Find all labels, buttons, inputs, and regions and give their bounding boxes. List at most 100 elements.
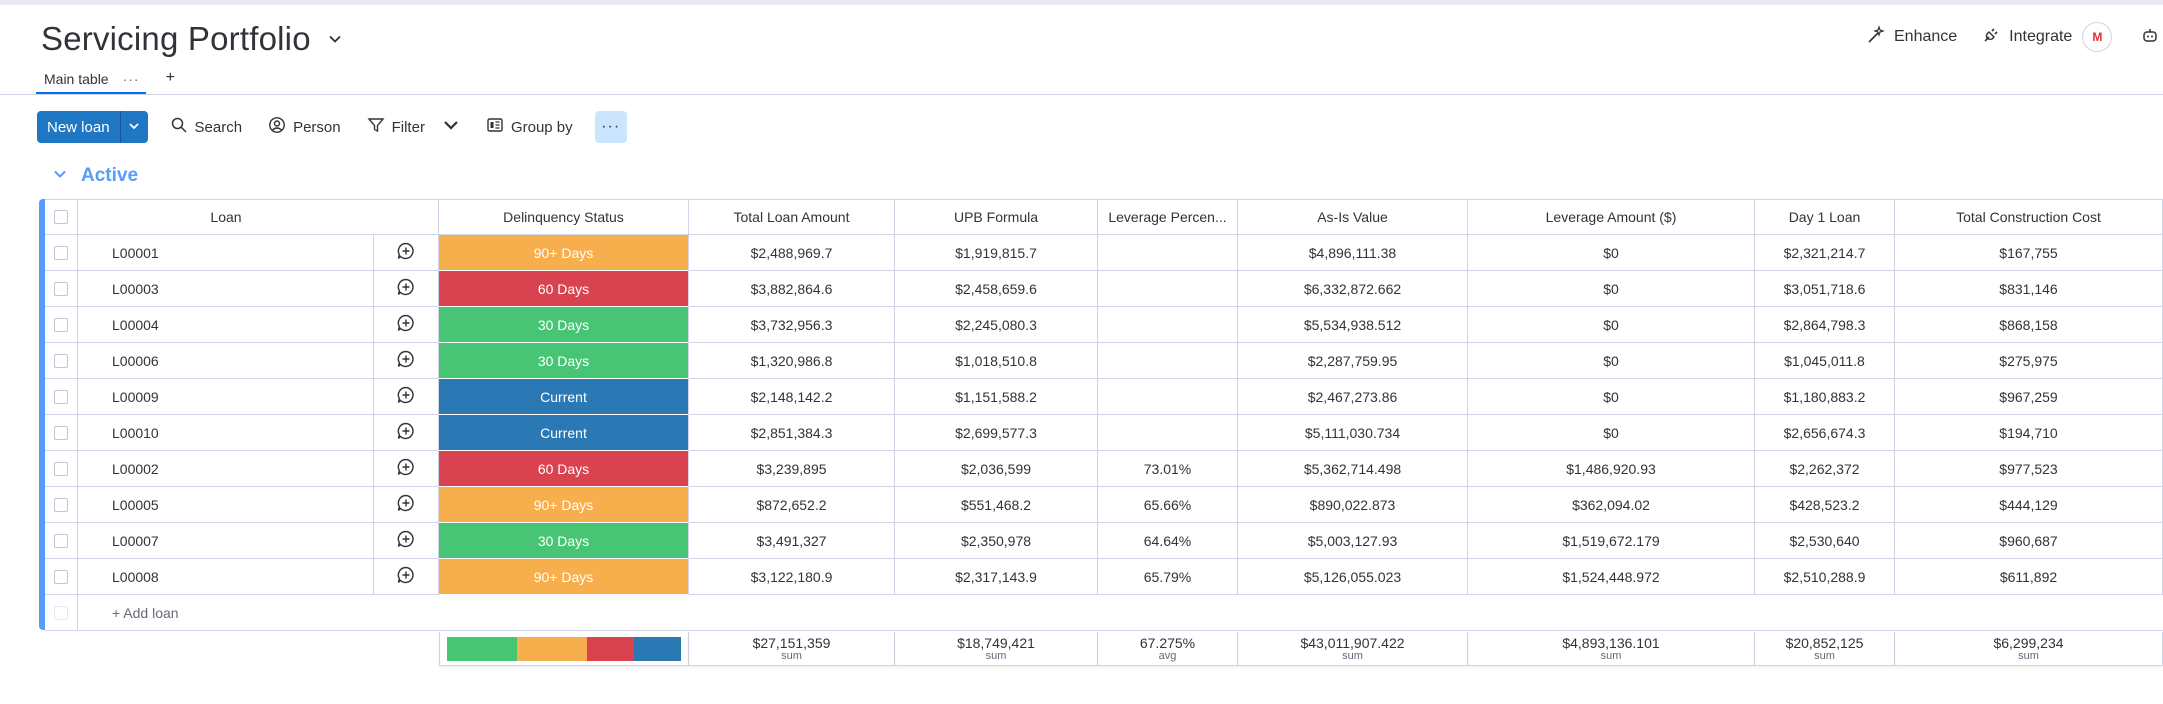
cell-total[interactable]: $872,652.2 [689,487,895,523]
group-by-button[interactable]: Group by [486,116,573,138]
cell-day1[interactable]: $2,530,640 [1755,523,1895,559]
cell-day1[interactable]: $2,864,798.3 [1755,307,1895,343]
cell-asis[interactable]: $6,332,872.662 [1238,271,1468,307]
column-header-status[interactable]: Delinquency Status [439,199,689,235]
cell-day1[interactable]: $3,051,718.6 [1755,271,1895,307]
cell-constr[interactable]: $611,892 [1895,559,2163,595]
status-badge[interactable]: 30 Days [439,523,689,559]
status-badge[interactable]: 90+ Days [439,487,689,523]
status-badge[interactable]: 60 Days [439,271,689,307]
cell-total[interactable]: $2,148,142.2 [689,379,895,415]
cell-constr[interactable]: $960,687 [1895,523,2163,559]
cell-total[interactable]: $3,732,956.3 [689,307,895,343]
cell-constr[interactable]: $977,523 [1895,451,2163,487]
cell-asis[interactable]: $5,111,030.734 [1238,415,1468,451]
cell-constr[interactable]: $275,975 [1895,343,2163,379]
cell-total[interactable]: $3,122,180.9 [689,559,895,595]
status-badge[interactable]: 30 Days [439,343,689,379]
cell-lev_pct[interactable]: 73.01% [1098,451,1238,487]
cell-lev_pct[interactable] [1098,415,1238,451]
add-update-icon[interactable] [396,349,416,372]
cell-constr[interactable]: $868,158 [1895,307,2163,343]
column-header-loan[interactable]: Loan [78,199,374,235]
chevron-down-icon[interactable] [325,29,345,49]
column-header-lev_pct[interactable]: Leverage Percen... [1098,199,1238,235]
cell-asis[interactable]: $2,467,273.86 [1238,379,1468,415]
cell-upb[interactable]: $2,699,577.3 [895,415,1098,451]
gmail-icon[interactable]: M [2082,22,2113,52]
integrate-button[interactable]: Integrate [1981,25,2072,50]
column-header-day1[interactable]: Day 1 Loan [1755,199,1895,235]
search-button[interactable]: Search [170,116,242,138]
add-update-icon[interactable] [396,241,416,264]
cell-asis[interactable]: $5,003,127.93 [1238,523,1468,559]
chevron-down-icon[interactable] [442,116,460,138]
add-update-icon[interactable] [396,313,416,336]
cell-day1[interactable]: $2,321,214.7 [1755,235,1895,271]
cell-asis[interactable]: $5,126,055.023 [1238,559,1468,595]
add-update-icon[interactable] [396,457,416,480]
add-update-icon[interactable] [396,277,416,300]
cell-asis[interactable]: $5,534,938.512 [1238,307,1468,343]
cell-upb[interactable]: $2,245,080.3 [895,307,1098,343]
add-update-icon[interactable] [396,565,416,588]
cell-asis[interactable]: $5,362,714.498 [1238,451,1468,487]
column-header-constr[interactable]: Total Construction Cost [1895,199,2163,235]
status-badge[interactable]: 90+ Days [439,559,689,595]
column-header-lev_amt[interactable]: Leverage Amount ($) [1468,199,1755,235]
cell-lev_amt[interactable]: $1,486,920.93 [1468,451,1755,487]
row-checkbox[interactable] [54,317,68,332]
cell-constr[interactable]: $444,129 [1895,487,2163,523]
row-checkbox[interactable] [54,389,68,404]
cell-lev_pct[interactable] [1098,379,1238,415]
cell-lev_amt[interactable]: $1,519,672.179 [1468,523,1755,559]
loan-name-cell[interactable]: L00010 [78,415,374,451]
cell-upb[interactable]: $2,317,143.9 [895,559,1098,595]
cell-day1[interactable]: $1,045,011.8 [1755,343,1895,379]
column-header-total[interactable]: Total Loan Amount [689,199,895,235]
cell-upb[interactable]: $1,919,815.7 [895,235,1098,271]
cell-lev_amt[interactable]: $0 [1468,415,1755,451]
chevron-down-icon[interactable] [53,167,67,186]
status-distribution-bar[interactable] [447,636,681,661]
loan-name-cell[interactable]: L00009 [78,379,374,415]
cell-lev_pct[interactable] [1098,271,1238,307]
enhance-button[interactable]: Enhance [1866,24,1957,50]
loan-name-cell[interactable]: L00007 [78,523,374,559]
row-checkbox[interactable] [54,533,68,548]
cell-total[interactable]: $3,239,895 [689,451,895,487]
filter-button[interactable]: Filter [367,116,460,138]
new-loan-dropdown[interactable] [119,111,148,143]
cell-lev_amt[interactable]: $0 [1468,343,1755,379]
status-badge[interactable]: 90+ Days [439,235,689,271]
board-title[interactable]: Servicing Portfolio [41,20,311,57]
cell-total[interactable]: $3,491,327 [689,523,895,559]
cell-day1[interactable]: $2,510,288.9 [1755,559,1895,595]
cell-asis[interactable]: $4,896,111.38 [1238,235,1468,271]
cell-lev_amt[interactable]: $0 [1468,235,1755,271]
add-update-icon[interactable] [396,493,416,516]
person-filter-button[interactable]: Person [268,116,341,138]
cell-lev_amt[interactable]: $0 [1468,271,1755,307]
loan-name-cell[interactable]: L00002 [78,451,374,487]
cell-lev_pct[interactable]: 65.79% [1098,559,1238,595]
loan-name-cell[interactable]: L00001 [78,235,374,271]
cell-upb[interactable]: $2,458,659.6 [895,271,1098,307]
automate-button[interactable]: Au [2140,25,2163,50]
add-update-icon[interactable] [396,529,416,552]
cell-lev_pct[interactable]: 65.66% [1098,487,1238,523]
cell-total[interactable]: $1,320,986.8 [689,343,895,379]
cell-lev_amt[interactable]: $0 [1468,307,1755,343]
column-header-asis[interactable]: As-Is Value [1238,199,1468,235]
cell-day1[interactable]: $428,523.2 [1755,487,1895,523]
cell-total[interactable]: $2,851,384.3 [689,415,895,451]
loan-name-cell[interactable]: L00008 [78,559,374,595]
cell-upb[interactable]: $551,468.2 [895,487,1098,523]
row-checkbox[interactable] [54,569,68,584]
cell-day1[interactable]: $1,180,883.2 [1755,379,1895,415]
cell-total[interactable]: $3,882,864.6 [689,271,895,307]
cell-constr[interactable]: $194,710 [1895,415,2163,451]
new-loan-button[interactable]: New loan [37,111,120,143]
add-update-icon[interactable] [396,421,416,444]
row-checkbox[interactable] [54,245,68,260]
